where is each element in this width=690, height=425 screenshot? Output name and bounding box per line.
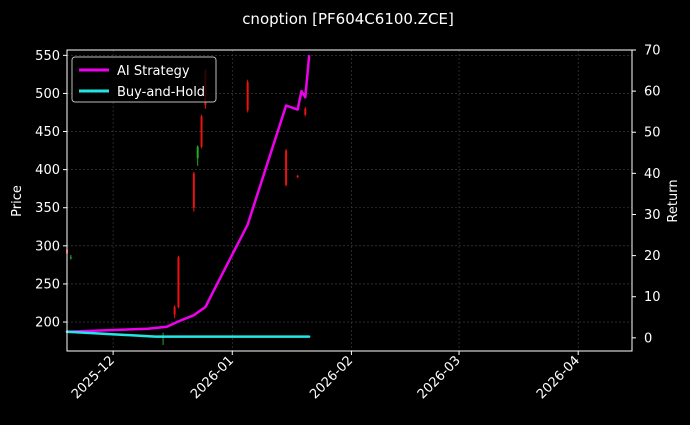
- y-tick-label: 550: [35, 49, 60, 64]
- candle-body: [200, 116, 203, 147]
- y2-tick-label: 30: [644, 208, 661, 223]
- y2-tick-label: 70: [644, 44, 661, 59]
- x-tick-label: 2026-02: [307, 353, 356, 402]
- y2-tick-label: 0: [644, 331, 652, 346]
- candle-body: [69, 257, 72, 259]
- y2-tick-label: 20: [644, 249, 661, 264]
- y-tick-label: 250: [35, 277, 60, 292]
- x-tick-label: 2026-01: [188, 353, 237, 402]
- y2-axis-label: Return: [666, 179, 681, 222]
- y-axis-left: 200 250 300 350 400 450 500 550: [35, 49, 67, 331]
- candlesticks: [66, 69, 307, 345]
- x-tick-label: 2025-12: [69, 353, 118, 402]
- y-tick-label: 500: [35, 87, 60, 102]
- legend-label-buy-and-hold: Buy-and-Hold: [117, 85, 205, 100]
- y-tick-label: 200: [35, 316, 60, 331]
- y2-tick-label: 50: [644, 126, 661, 141]
- candle-body: [173, 306, 176, 315]
- legend: AI Strategy Buy-and-Hold: [71, 56, 217, 103]
- buy-and-hold-line: [65, 330, 311, 338]
- candle-body: [196, 146, 199, 159]
- candle-body: [285, 150, 288, 185]
- y-tick-label: 300: [35, 239, 60, 254]
- y2-tick-label: 10: [644, 290, 661, 305]
- candle-body: [246, 82, 249, 111]
- y-axis-right: 0 10 20 30 40 50 60 70: [632, 44, 661, 346]
- plot-frame: [66, 49, 633, 352]
- series-lines: [65, 54, 311, 338]
- y-axis-label: Price: [10, 185, 25, 217]
- candle-body: [304, 108, 307, 115]
- candle-body: [177, 257, 180, 307]
- candle-body: [296, 175, 299, 178]
- y2-tick-label: 60: [644, 85, 661, 100]
- x-tick-label: 2026-04: [534, 353, 583, 402]
- chart-title: cnoption [PF604C6100.ZCE]: [242, 10, 454, 28]
- y2-tick-label: 40: [644, 167, 661, 182]
- x-axis: 2025-12 2026-01 2026-02 2026-03 2026-04: [69, 351, 583, 402]
- y-tick-label: 350: [35, 201, 60, 216]
- legend-label-ai-strategy: AI Strategy: [117, 64, 190, 79]
- candle-body: [192, 173, 195, 208]
- y-tick-label: 450: [35, 125, 60, 140]
- y-tick-label: 400: [35, 163, 60, 178]
- ai-strategy-line: [65, 54, 311, 333]
- x-tick-label: 2026-03: [415, 353, 464, 402]
